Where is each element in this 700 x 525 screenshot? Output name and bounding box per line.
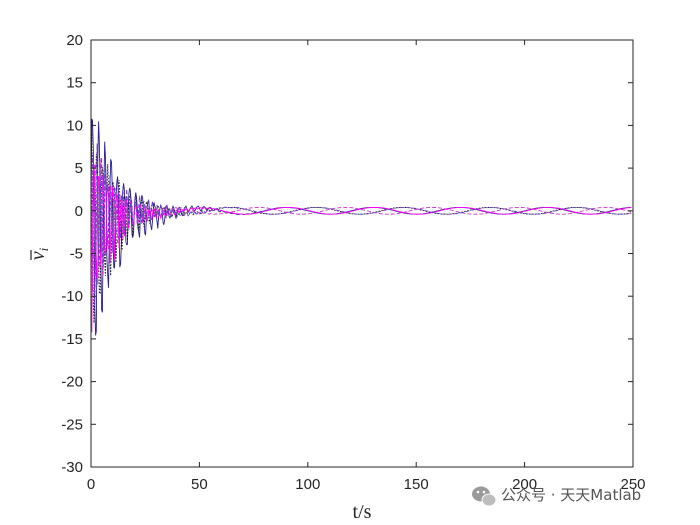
series-line-2 <box>91 158 632 292</box>
y-tick-label: -25 <box>61 416 83 433</box>
y-tick-label: 0 <box>75 203 83 220</box>
watermark-text: 公众号 · 天天Matlab <box>501 486 641 504</box>
y-tick-label: 15 <box>66 75 83 92</box>
x-tick-label: 250 <box>620 476 645 493</box>
y-tick-label: -15 <box>61 331 83 348</box>
y-tick-label: -10 <box>61 288 83 305</box>
y-tick-label: 20 <box>66 32 83 49</box>
y-tick-label: -30 <box>61 459 83 476</box>
x-tick-label: 150 <box>404 476 429 493</box>
x-tick-label: 50 <box>191 476 208 493</box>
y-tick-label: -5 <box>70 246 83 263</box>
wechat-icon <box>472 486 497 507</box>
x-tick-label: 200 <box>512 476 537 493</box>
y-tick-label: 10 <box>66 117 83 134</box>
y-axis-label-text: vi <box>27 247 51 260</box>
x-axis-label: t/s <box>353 501 372 523</box>
y-tick-label: -20 <box>61 374 83 391</box>
x-tick-label: 100 <box>295 476 320 493</box>
series-layer <box>91 118 632 336</box>
series-line-4 <box>91 143 632 305</box>
series-line-3 <box>91 164 632 333</box>
y-axis-label: vi <box>27 247 51 260</box>
x-tick-label: 0 <box>87 476 95 493</box>
watermark: 公众号 · 天天Matlab <box>472 486 641 507</box>
y-tick-label: 5 <box>75 160 83 177</box>
